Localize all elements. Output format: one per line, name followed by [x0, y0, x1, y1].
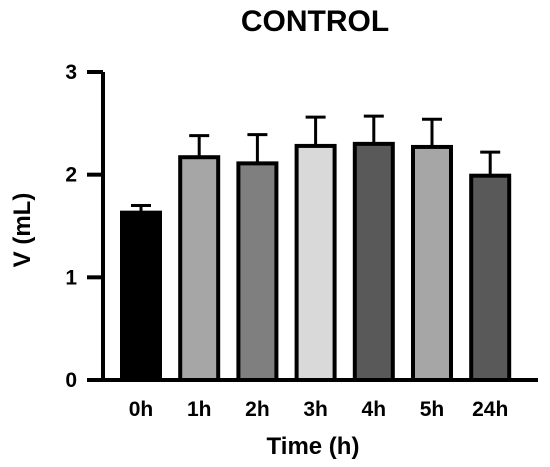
x-tick-label-24h: 24h [472, 398, 508, 421]
y-axis-ticks: 0 1 2 3 [65, 61, 103, 392]
y-tick-label: 2 [65, 164, 77, 187]
x-axis-label: Time (h) [267, 433, 360, 460]
x-tick-label-2h: 2h [245, 398, 270, 421]
bar-2h [236, 161, 279, 382]
x-tick-label-4h: 4h [362, 398, 387, 421]
bar-1h [178, 155, 221, 382]
y-tick-label: 1 [65, 266, 77, 289]
x-tick-label-1h: 1h [187, 398, 212, 421]
bars-group [120, 114, 512, 382]
x-tick-label-5h: 5h [420, 398, 445, 421]
chart-title: CONTROL [241, 5, 389, 38]
bar-4h [352, 141, 395, 382]
x-tick-label-3h: 3h [303, 398, 328, 421]
bar-3h [294, 143, 337, 382]
bar-5h [411, 144, 453, 382]
x-tick-label-0h: 0h [129, 398, 154, 421]
bar-24h [469, 173, 512, 382]
y-axis-label: V (mL) [9, 193, 36, 268]
y-tick-label: 3 [65, 61, 77, 84]
x-axis-ticks: 0h 1h 2h 3h 4h 5h 24h [129, 398, 509, 421]
y-tick-label: 0 [65, 369, 77, 392]
bar-0h [120, 210, 162, 382]
